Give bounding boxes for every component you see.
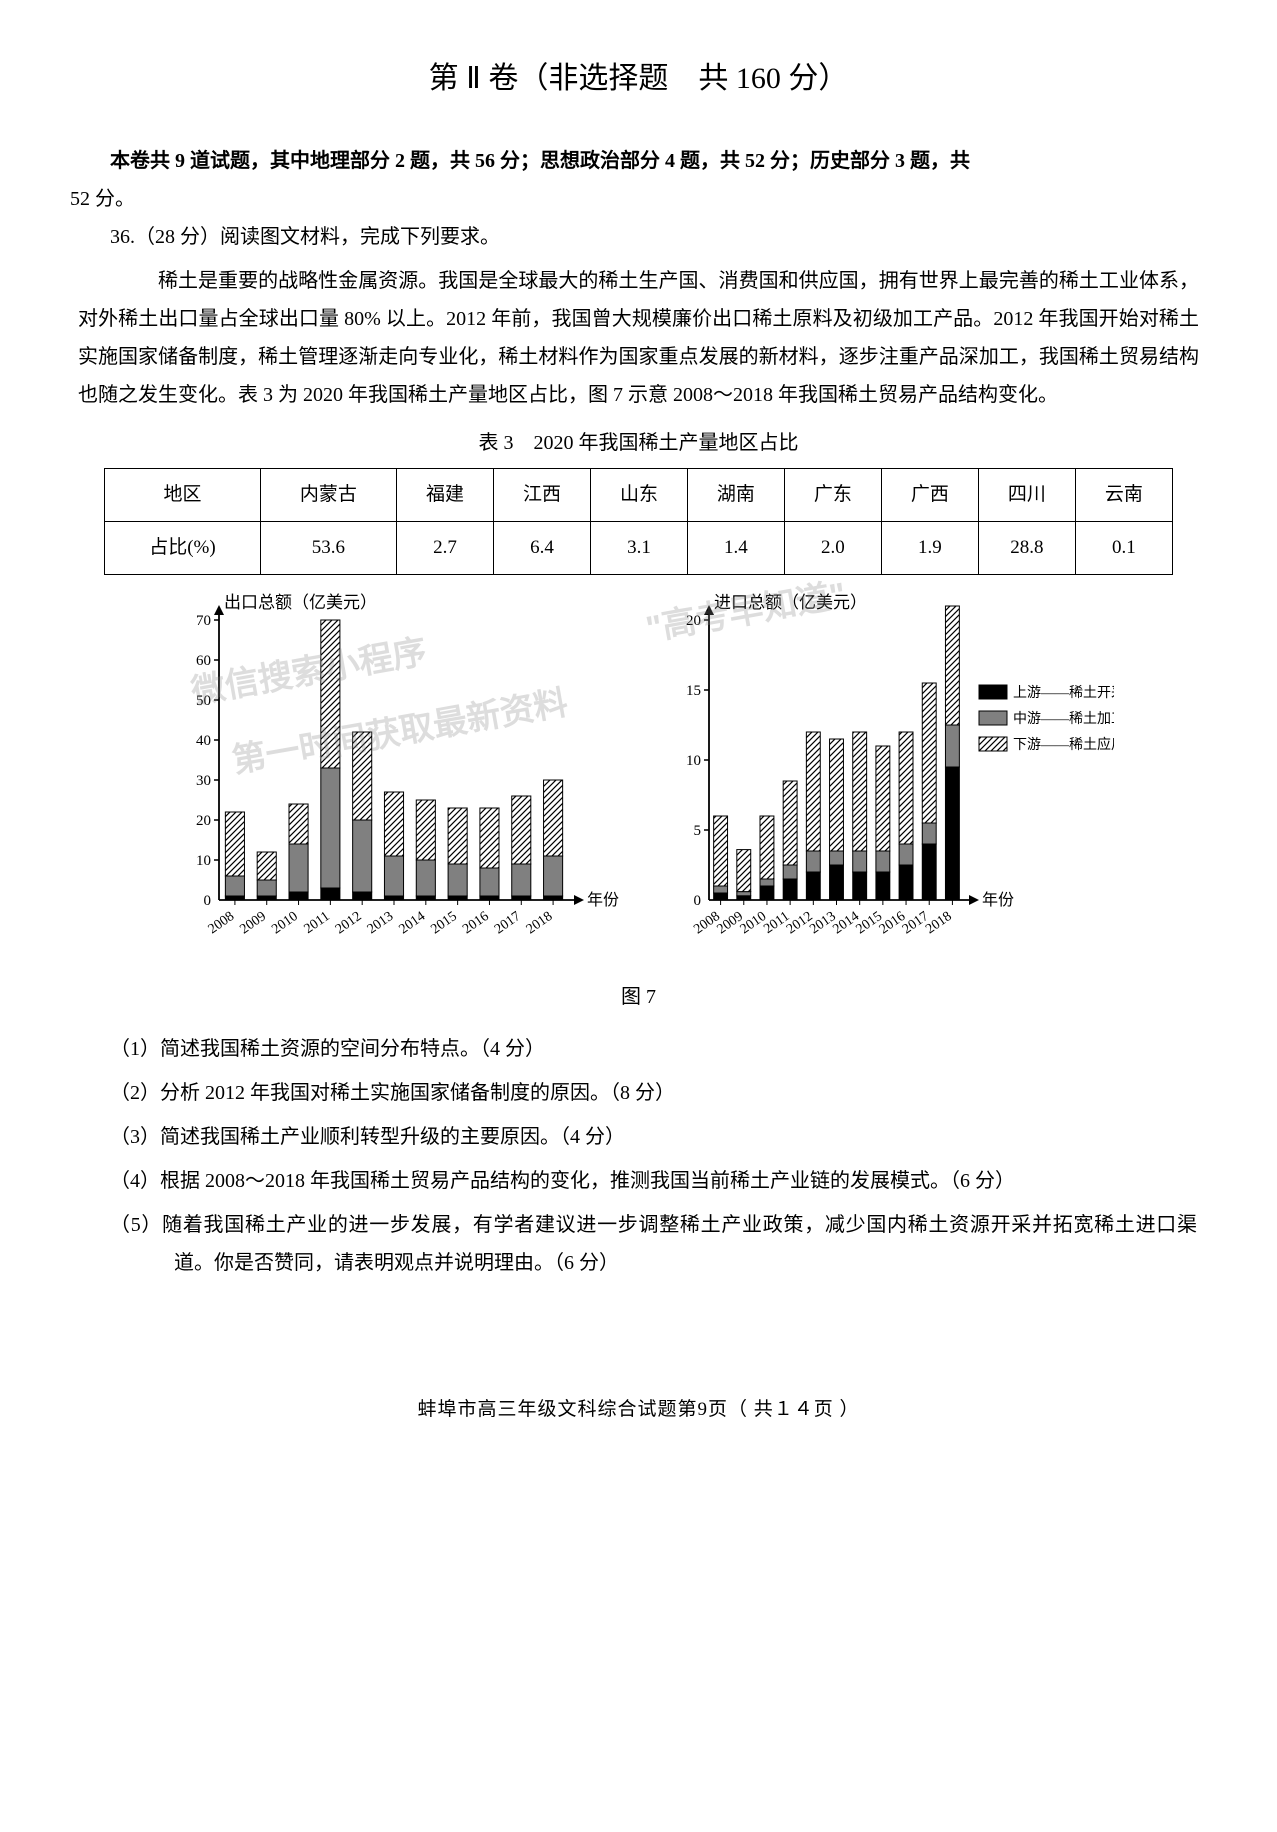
table-cell: 云南 — [1075, 469, 1172, 522]
svg-text:0: 0 — [203, 893, 211, 909]
table-cell: 四川 — [978, 469, 1075, 522]
svg-text:10: 10 — [196, 853, 211, 869]
table-cell: 28.8 — [978, 522, 1075, 575]
svg-text:中游——稀土加工: 中游——稀土加工 — [1013, 711, 1114, 727]
export-chart: 出口总额（亿美元） 10 20 30 40 50 60 70 02008200920102011… — [164, 590, 624, 970]
svg-text:2010: 2010 — [269, 909, 301, 937]
table-cell: 地区 — [105, 469, 261, 522]
table-cell: 占比(%) — [105, 522, 261, 575]
table-cell: 3.1 — [590, 522, 687, 575]
table-cell: 53.6 — [260, 522, 396, 575]
table-row: 占比(%)53.62.76.43.11.42.01.928.80.1 — [105, 522, 1173, 575]
svg-text:2015: 2015 — [428, 909, 460, 937]
figure-7-charts: 微信搜索小程序 第一时间获取最新资料 "高考早知道" 出口总额（亿美元）1020… — [70, 590, 1207, 970]
sub-question-3: （3）简述我国稀土产业顺利转型升级的主要原因。（4 分） — [70, 1118, 1207, 1156]
svg-text:年份: 年份 — [587, 891, 619, 909]
table-cell: 湖南 — [687, 469, 784, 522]
table-cell: 2.7 — [396, 522, 493, 575]
question-36-paragraph: 稀土是重要的战略性金属资源。我国是全球最大的稀土生产国、消费国和供应国，拥有世界… — [70, 262, 1207, 414]
svg-text:上游——稀土开采: 上游——稀土开采 — [1013, 685, 1114, 701]
svg-text:15: 15 — [686, 683, 701, 699]
sub-question-2: （2）分析 2012 年我国对稀土实施国家储备制度的原因。（8 分） — [70, 1074, 1207, 1112]
svg-text:2014: 2014 — [396, 909, 428, 937]
table-row: 地区内蒙古福建江西山东湖南广东广西四川云南 — [105, 469, 1173, 522]
svg-text:30: 30 — [196, 773, 211, 789]
svg-text:2013: 2013 — [364, 909, 396, 937]
svg-text:2009: 2009 — [237, 909, 269, 937]
figure-7-caption: 图 7 — [70, 978, 1207, 1016]
svg-text:20: 20 — [196, 813, 211, 829]
svg-text:出口总额（亿美元）: 出口总额（亿美元） — [224, 593, 377, 612]
table-cell: 1.9 — [881, 522, 978, 575]
page-footer: 蚌埠市高三年级文科综合试题第9页（ 共１４页 ） — [70, 1392, 1207, 1428]
table-cell: 山东 — [590, 469, 687, 522]
question-36-heading: 36.（28 分）阅读图文材料，完成下列要求。 — [70, 218, 1207, 256]
table-cell: 内蒙古 — [260, 469, 396, 522]
svg-text:40: 40 — [196, 733, 211, 749]
svg-text:下游——稀土应用: 下游——稀土应用 — [1013, 736, 1114, 753]
svg-text:年份: 年份 — [982, 891, 1014, 909]
sub-question-4: （4）根据 2008～2018 年我国稀土贸易产品结构的变化，推测我国当前稀土产… — [70, 1162, 1207, 1200]
table-cell: 广东 — [784, 469, 881, 522]
svg-text:2008: 2008 — [205, 909, 237, 937]
svg-text:2016: 2016 — [460, 909, 492, 937]
table-cell: 0.1 — [1075, 522, 1172, 575]
svg-text:0: 0 — [693, 893, 701, 909]
table-cell: 福建 — [396, 469, 493, 522]
table-cell: 广西 — [881, 469, 978, 522]
svg-text:70: 70 — [196, 613, 211, 629]
table-cell: 2.0 — [784, 522, 881, 575]
svg-text:60: 60 — [196, 653, 211, 669]
table-cell: 6.4 — [493, 522, 590, 575]
sub-question-1: （1）简述我国稀土资源的空间分布特点。（4 分） — [70, 1030, 1207, 1068]
svg-text:进口总额（亿美元）: 进口总额（亿美元） — [714, 593, 867, 612]
svg-text:50: 50 — [196, 693, 211, 709]
svg-text:20: 20 — [686, 613, 701, 629]
table-cell: 江西 — [493, 469, 590, 522]
svg-text:2018: 2018 — [923, 909, 955, 937]
sub-question-5: （5）随着我国稀土产业的进一步发展，有学者建议进一步调整稀土产业政策，减少国内稀… — [70, 1206, 1207, 1282]
svg-text:5: 5 — [693, 823, 701, 839]
svg-text:2012: 2012 — [332, 909, 364, 937]
svg-text:2018: 2018 — [523, 909, 555, 937]
import-chart: 进口总额（亿美元）5101520020082009201020112012201… — [654, 590, 1114, 970]
svg-text:2017: 2017 — [492, 909, 524, 937]
svg-text:10: 10 — [686, 753, 701, 769]
svg-text:2011: 2011 — [301, 909, 332, 937]
page-title: 第 Ⅱ 卷（非选择题 共 160 分） — [70, 50, 1207, 107]
table-3-caption: 表 3 2020 年我国稀土产量地区占比 — [70, 424, 1207, 462]
intro-text: 本卷共 9 道试题，其中地理部分 2 题，共 56 分；思想政治部分 4 题，共… — [70, 142, 1207, 218]
table-cell: 1.4 — [687, 522, 784, 575]
table-3: 地区内蒙古福建江西山东湖南广东广西四川云南 占比(%)53.62.76.43.1… — [104, 468, 1173, 575]
